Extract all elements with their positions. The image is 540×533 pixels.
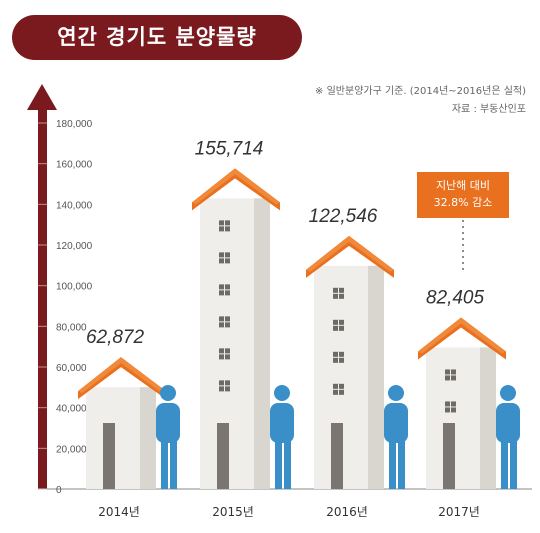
y-tick-label: 80,000: [56, 322, 87, 333]
building-2016년: 122,546 2016년: [306, 206, 408, 519]
y-tick-label: 20,000: [56, 444, 87, 455]
y-axis-arrowhead: [27, 84, 57, 110]
building-roof-highlight: [306, 235, 394, 272]
person-leg: [510, 439, 517, 489]
person-head: [388, 385, 404, 401]
y-tick-label: 40,000: [56, 404, 87, 415]
y-tick-label: 100,000: [56, 282, 93, 293]
person-head: [500, 385, 516, 401]
building-side: [254, 198, 270, 489]
person-leg: [161, 439, 168, 489]
value-label: 122,546: [309, 206, 378, 227]
person-leg: [389, 439, 396, 489]
building-door: [331, 423, 343, 489]
person-body: [156, 403, 180, 443]
callout-line-1: 지난해 대비: [435, 179, 491, 192]
y-tick-label: 160,000: [56, 160, 93, 171]
building-roof-highlight: [192, 168, 280, 205]
y-tick-label: 0: [56, 485, 62, 496]
change-callout: 지난해 대비 32.8% 감소: [417, 172, 509, 218]
y-tick-label: 60,000: [56, 363, 87, 374]
building-side: [480, 347, 496, 489]
person-body: [496, 403, 520, 443]
callout-line-2: 32.8% 감소: [433, 196, 493, 209]
building-door: [443, 423, 455, 489]
building-door: [217, 423, 229, 489]
x-tick-label: 2016년: [326, 505, 368, 519]
person-leg: [170, 439, 177, 489]
building-side: [368, 265, 384, 489]
person-head: [160, 385, 176, 401]
source-note: 자료 : 부동산인포: [451, 104, 526, 115]
building-2017년: 82,405 2017년: [418, 287, 520, 519]
building-roof-highlight: [78, 357, 166, 394]
value-label: 155,714: [195, 138, 264, 159]
person-leg: [284, 439, 291, 489]
x-tick-label: 2014년: [98, 505, 140, 519]
person-leg: [398, 439, 405, 489]
person-body: [270, 403, 294, 443]
chart-title: 연간 경기도 분양물량: [12, 15, 302, 60]
basis-note: ※ 일반분양가구 기준. (2014년~2016년은 실적): [315, 86, 526, 97]
value-label: 82,405: [426, 287, 485, 308]
x-tick-label: 2017년: [438, 505, 480, 519]
x-tick-label: 2015년: [212, 505, 254, 519]
y-tick-label: 140,000: [56, 200, 93, 211]
y-axis-line: [38, 108, 47, 489]
person-leg: [275, 439, 282, 489]
person-body: [384, 403, 408, 443]
building-door: [103, 423, 115, 489]
y-tick-label: 180,000: [56, 119, 93, 130]
building-2014년: 62,872 2014년: [78, 327, 180, 519]
value-label: 62,872: [86, 327, 145, 348]
building-2015년: 155,714 2015년: [192, 138, 294, 519]
person-head: [274, 385, 290, 401]
building-roof-highlight: [418, 317, 506, 354]
building-side: [140, 387, 156, 489]
person-leg: [501, 439, 508, 489]
y-tick-label: 120,000: [56, 241, 93, 252]
